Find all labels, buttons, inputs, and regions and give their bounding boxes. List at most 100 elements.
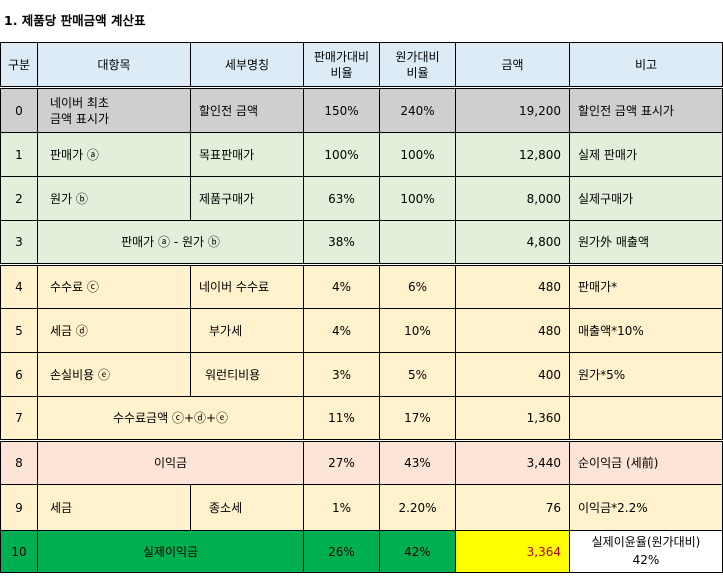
cell-note-line1: 실제이윤율(원가대비)	[591, 534, 701, 549]
table-row: 4 수수료 ⓒ 네이버 수수료 4% 6% 480 판매가*	[0, 264, 723, 309]
cell-ratio-sale: 1%	[303, 484, 380, 531]
cell-amount: 19,200	[455, 87, 570, 133]
cell-note: 판매가*	[569, 264, 723, 309]
cell-gubun: 6	[0, 352, 38, 397]
cell-gubun: 10	[0, 530, 38, 573]
cell-category: 판매가 ⓐ - 원가 ⓑ	[37, 220, 304, 266]
table-row: 3 판매가 ⓐ - 원가 ⓑ 38% 4,800 원가外 매출액	[0, 220, 723, 266]
cell-gubun: 7	[0, 396, 38, 442]
cell-amount: 8,000	[455, 176, 570, 221]
table-row: 9 세금 종소세 1% 2.20% 76 이익금*2.2%	[0, 484, 723, 531]
cell-category: 손실비용 ⓔ	[37, 352, 191, 397]
cell-note	[569, 396, 723, 442]
cell-gubun: 0	[0, 87, 38, 133]
cell-ratio-sale: 4%	[303, 264, 380, 309]
cell-note: 매출액*10%	[569, 308, 723, 353]
cell-amount: 4,800	[455, 220, 570, 266]
cell-category: 수수료 ⓒ	[37, 264, 191, 309]
cell-category-line2: 금액 표시가	[50, 111, 110, 126]
cell-detail: 워런티비용	[190, 352, 304, 397]
cell-ratio-cost: 5%	[379, 352, 456, 397]
cell-category: 원가 ⓑ	[37, 176, 191, 221]
cell-ratio-cost: 17%	[379, 396, 456, 442]
cell-category: 세금 ⓓ	[37, 308, 191, 353]
cell-amount: 1,360	[455, 396, 570, 442]
cell-category: 세금	[37, 484, 191, 531]
cell-amount: 480	[455, 264, 570, 309]
cell-detail: 목표판매가	[190, 132, 304, 177]
header-row: 구분 대항목 세부명칭 판매가대비 비율 원가대비 비율 금액 비고	[0, 42, 723, 89]
cell-ratio-sale: 4%	[303, 308, 380, 353]
cell-detail: 종소세	[190, 484, 304, 531]
cell-category: 실제이익금	[37, 530, 304, 573]
cell-amount: 76	[455, 484, 570, 531]
header-ratio-sale: 판매가대비 비율	[303, 42, 380, 89]
cell-ratio-cost: 6%	[379, 264, 456, 309]
cell-gubun: 9	[0, 484, 38, 531]
cell-ratio-sale: 63%	[303, 176, 380, 221]
cell-gubun: 2	[0, 176, 38, 221]
cell-category: 수수료금액 ⓒ+ⓓ+ⓔ	[37, 396, 304, 442]
header-ratio-sale-line2: 비율	[330, 65, 353, 80]
price-calculation-table: 구분 대항목 세부명칭 판매가대비 비율 원가대비 비율 금액 비고 0 네이버…	[0, 42, 723, 573]
header-detail: 세부명칭	[190, 42, 304, 89]
table-row: 2 원가 ⓑ 제품구매가 63% 100% 8,000 실제구매가	[0, 176, 723, 221]
table-row: 10 실제이익금 26% 42% 3,364 실제이윤율(원가대비) 42%	[0, 530, 723, 573]
table-row: 0 네이버 최초 금액 표시가 할인전 금액 150% 240% 19,200 …	[0, 87, 723, 133]
cell-ratio-cost	[379, 220, 456, 266]
cell-category-line1: 네이버 최초	[50, 95, 110, 110]
cell-note: 이익금*2.2%	[569, 484, 723, 531]
sheet-title: 1. 제품당 판매금액 계산표	[4, 13, 146, 28]
cell-note: 실제 판매가	[569, 132, 723, 177]
cell-gubun: 8	[0, 440, 38, 485]
cell-ratio-sale: 100%	[303, 132, 380, 177]
cell-amount: 3,440	[455, 440, 570, 485]
cell-ratio-cost: 2.20%	[379, 484, 456, 531]
cell-detail: 제품구매가	[190, 176, 304, 221]
cell-detail: 네이버 수수료	[190, 264, 304, 309]
cell-ratio-cost: 10%	[379, 308, 456, 353]
header-ratio-cost-line2: 비율	[406, 65, 429, 80]
header-ratio-cost-line1: 원가대비	[395, 49, 440, 64]
cell-ratio-cost: 43%	[379, 440, 456, 485]
cell-gubun: 1	[0, 132, 38, 177]
table-row: 6 손실비용 ⓔ 워런티비용 3% 5% 400 원가*5%	[0, 352, 723, 397]
cell-ratio-cost: 42%	[379, 530, 456, 573]
table-row: 8 이익금 27% 43% 3,440 순이익금 (세前)	[0, 440, 723, 485]
cell-note: 원가*5%	[569, 352, 723, 397]
cell-note: 실제이윤율(원가대비) 42%	[569, 530, 723, 573]
header-note: 비고	[569, 42, 723, 89]
cell-ratio-cost: 240%	[379, 87, 456, 133]
cell-note: 할인전 금액 표시가	[569, 87, 723, 133]
cell-category: 이익금	[37, 440, 304, 485]
table-row: 5 세금 ⓓ 부가세 4% 10% 480 매출액*10%	[0, 308, 723, 353]
cell-category: 판매가 ⓐ	[37, 132, 191, 177]
header-gubun: 구분	[0, 42, 38, 89]
cell-gubun: 3	[0, 220, 38, 266]
cell-ratio-sale: 150%	[303, 87, 380, 133]
cell-ratio-cost: 100%	[379, 176, 456, 221]
cell-ratio-cost: 100%	[379, 132, 456, 177]
cell-ratio-sale: 27%	[303, 440, 380, 485]
cell-amount: 400	[455, 352, 570, 397]
header-category: 대항목	[37, 42, 191, 89]
header-ratio-sale-line1: 판매가대비	[313, 49, 370, 64]
cell-ratio-sale: 38%	[303, 220, 380, 266]
table-row: 1 판매가 ⓐ 목표판매가 100% 100% 12,800 실제 판매가	[0, 132, 723, 177]
cell-detail: 할인전 금액	[190, 87, 304, 133]
table-row: 7 수수료금액 ⓒ+ⓓ+ⓔ 11% 17% 1,360	[0, 396, 723, 442]
cell-note-line2: 42%	[632, 552, 660, 567]
cell-ratio-sale: 11%	[303, 396, 380, 442]
cell-gubun: 5	[0, 308, 38, 353]
cell-gubun: 4	[0, 264, 38, 309]
cell-note: 순이익금 (세前)	[569, 440, 723, 485]
header-amount: 금액	[455, 42, 570, 89]
cell-detail: 부가세	[190, 308, 304, 353]
cell-amount: 480	[455, 308, 570, 353]
cell-amount: 12,800	[455, 132, 570, 177]
cell-note: 원가外 매출액	[569, 220, 723, 266]
cell-note: 실제구매가	[569, 176, 723, 221]
cell-ratio-sale: 3%	[303, 352, 380, 397]
header-ratio-cost: 원가대비 비율	[379, 42, 456, 89]
cell-amount-highlight: 3,364	[455, 530, 570, 573]
